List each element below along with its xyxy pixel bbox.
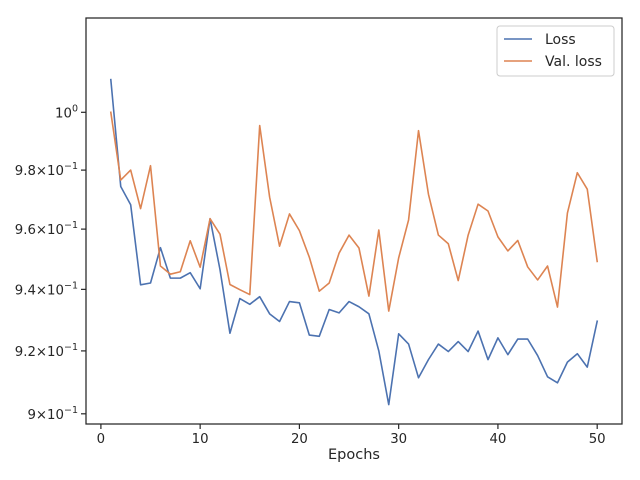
x-tick-label: 10 [192, 432, 209, 447]
y-tick-label: 9.8×10−1 [15, 161, 78, 179]
y-tick-label: 9.4×10−1 [15, 280, 78, 298]
y-tick-label: 9×10−1 [27, 405, 78, 423]
plot-lines [109, 78, 599, 406]
series-line-2 [109, 111, 599, 312]
legend-label: Loss [545, 32, 576, 48]
x-tick-label: 50 [589, 432, 606, 447]
plot-frame [85, 17, 623, 425]
y-tick-label: 100 [55, 103, 78, 121]
x-axis-title: Epochs [328, 447, 380, 463]
x-tick-label: 30 [390, 432, 407, 447]
x-tick-label: 40 [489, 432, 506, 447]
y-tick-label: 9.2×10−1 [15, 342, 78, 360]
y-tick-label: 9.6×10−1 [15, 220, 78, 238]
legend: Loss Val. loss [496, 25, 615, 77]
y-axis-ticks: 9×10−1 9.2×10−1 9.4×10−1 9.6×10−1 9.8×10−1 10… [15, 103, 86, 423]
x-axis-ticks: 0 10 20 30 40 50 [97, 424, 606, 447]
series-line-1 [109, 78, 599, 406]
x-tick-label: 0 [97, 432, 105, 447]
x-tick-label: 20 [291, 432, 308, 447]
legend-label: Val. loss [545, 54, 602, 70]
